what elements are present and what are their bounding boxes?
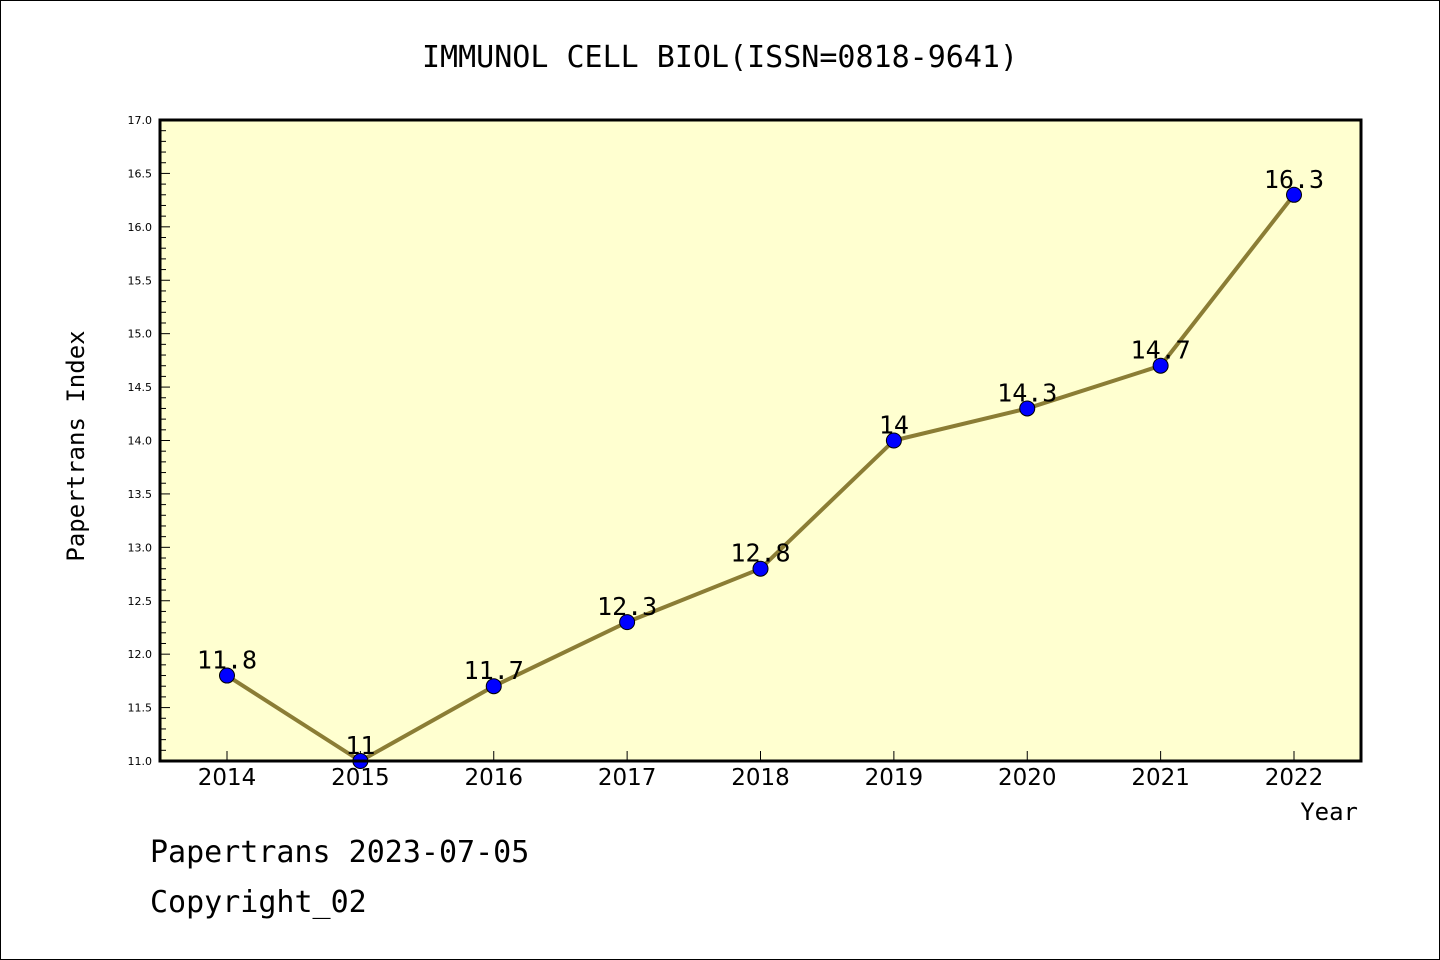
data-label: 14.7 xyxy=(1131,336,1191,365)
footer-copyright-text: Copyright_02 xyxy=(150,885,367,920)
y-tick-label: 13.0 xyxy=(128,541,153,554)
chart-title: IMMUNOL CELL BIOL(ISSN=0818-9641) xyxy=(422,40,1018,75)
y-tick-label: 13.5 xyxy=(128,488,153,501)
y-tick-label: 17.0 xyxy=(128,114,153,127)
x-tick-label: 2020 xyxy=(998,765,1057,791)
data-label: 14 xyxy=(879,411,909,440)
y-tick-label: 12.0 xyxy=(128,648,153,661)
data-label: 16.3 xyxy=(1264,165,1324,194)
data-point-marker xyxy=(752,560,769,577)
data-point-marker xyxy=(1019,400,1036,417)
y-tick-label: 14.5 xyxy=(128,381,153,394)
data-point-marker xyxy=(485,678,502,695)
data-label: 12.3 xyxy=(597,592,657,621)
y-tick-label: 15.0 xyxy=(128,328,153,341)
data-label: 11 xyxy=(345,731,375,760)
data-point-marker xyxy=(219,667,235,684)
y-tick-label: 11.5 xyxy=(128,702,153,715)
series-group: 11.8 11 11.7 12.3 12.8 14 14.3 14.7 16.3 xyxy=(197,165,1324,769)
x-tick-label: 2022 xyxy=(1265,765,1324,791)
x-tick-label: 2017 xyxy=(598,765,657,791)
y-tick-label: 16.0 xyxy=(128,221,153,234)
x-tick-label: 2018 xyxy=(731,765,790,791)
x-tick-label: 2015 xyxy=(331,765,390,791)
x-axis-label: Year xyxy=(1300,798,1358,826)
y-tick-label: 15.5 xyxy=(128,274,153,287)
x-tick-label: 2019 xyxy=(865,765,924,791)
x-tick-label: 2014 xyxy=(198,765,257,791)
plot-border xyxy=(158,118,1363,763)
footer-date-text: Papertrans 2023-07-05 xyxy=(150,835,530,870)
x-axis-ticks: 2014 2015 2016 2017 2018 2019 2020 2021 2022 xyxy=(198,751,1324,791)
data-label: 14.3 xyxy=(997,378,1057,407)
data-label: 12.8 xyxy=(730,539,790,568)
data-point-marker xyxy=(1152,357,1169,374)
data-label: 11.8 xyxy=(197,646,257,675)
x-tick-label: 2021 xyxy=(1131,765,1190,791)
data-point-marker xyxy=(1286,186,1302,203)
x-tick-label: 2016 xyxy=(464,765,523,791)
y-tick-label: 16.5 xyxy=(128,167,153,180)
y-tick-label: 12.5 xyxy=(128,595,153,608)
data-point-marker xyxy=(885,432,902,449)
data-point-marker xyxy=(619,614,636,631)
y-tick-label: 11.0 xyxy=(128,755,153,768)
plot-area xyxy=(160,120,1361,761)
y-tick-label: 14.0 xyxy=(128,435,153,448)
y-axis-label: Papertrans Index xyxy=(62,330,90,561)
data-label: 11.7 xyxy=(464,656,524,685)
